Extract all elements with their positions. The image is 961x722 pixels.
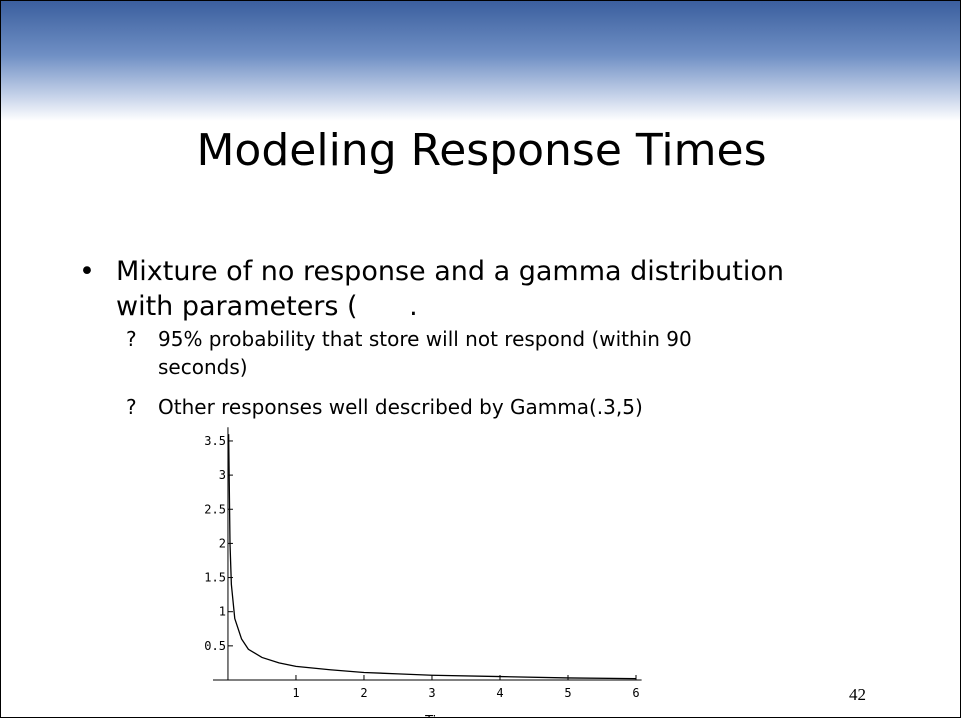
x-axis-label: Time	[424, 714, 457, 718]
slide-title: Modeling Response Times	[196, 125, 767, 176]
bullet: Mixture of no response and a gamma distr…	[116, 256, 784, 287]
x-tick-label: 5	[564, 686, 571, 700]
header-banner	[1, 1, 960, 121]
x-tick-label: 6	[632, 686, 639, 700]
sub-bullet: seconds)	[158, 355, 248, 379]
x-tick-label: 3	[428, 686, 435, 700]
bullet-dot: •	[79, 256, 95, 287]
bullet: with parameters ( .	[116, 291, 418, 322]
x-tick-label: 1	[292, 686, 299, 700]
y-tick-label: 3.5	[204, 434, 226, 448]
y-tick-label: 1	[219, 605, 226, 619]
y-tick-label: 0.5	[204, 639, 226, 653]
y-tick-label: 3	[219, 468, 226, 482]
sub-marker: ?	[126, 395, 137, 419]
x-tick-label: 4	[496, 686, 503, 700]
y-tick-label: 1.5	[204, 571, 226, 585]
y-tick-label: 2	[219, 536, 226, 550]
line	[227, 434, 637, 680]
sub-bullet: 95% probability that store will not resp…	[158, 327, 692, 351]
x-tick-label: 2	[360, 686, 367, 700]
y-tick-label: 2.5	[204, 502, 226, 516]
sub-marker: ?	[126, 327, 137, 351]
page-number: 42	[849, 685, 866, 704]
sub-bullet: Other responses well described by Gamma(…	[158, 395, 643, 419]
